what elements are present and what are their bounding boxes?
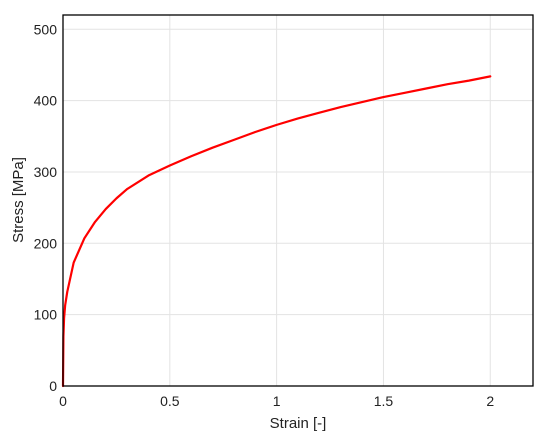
y-tick-label: 0 — [49, 378, 57, 394]
series-layer — [61, 75, 492, 388]
y-tick-label: 100 — [34, 307, 58, 323]
y-tick-label: 200 — [34, 235, 58, 251]
x-tick-label: 0 — [59, 393, 67, 409]
tick-labels: 0 0.5 1 1.5 2 0 100 200 300 400 500 — [34, 21, 495, 409]
y-axis-title: Stress [MPa] — [10, 157, 27, 243]
x-tick-label: 2 — [486, 393, 494, 409]
x-axis-title: Strain [-] — [270, 415, 327, 432]
y-tick-label: 300 — [34, 164, 58, 180]
grid — [63, 15, 533, 386]
stress-strain-curve — [61, 75, 492, 388]
plot-frame — [62, 14, 534, 387]
x-tick-label: 0.5 — [160, 393, 180, 409]
x-tick-label: 1.5 — [374, 393, 394, 409]
x-tick-label: 1 — [273, 393, 281, 409]
y-tick-label: 500 — [34, 21, 58, 37]
plot-background — [63, 15, 533, 386]
y-tick-label: 400 — [34, 93, 58, 109]
